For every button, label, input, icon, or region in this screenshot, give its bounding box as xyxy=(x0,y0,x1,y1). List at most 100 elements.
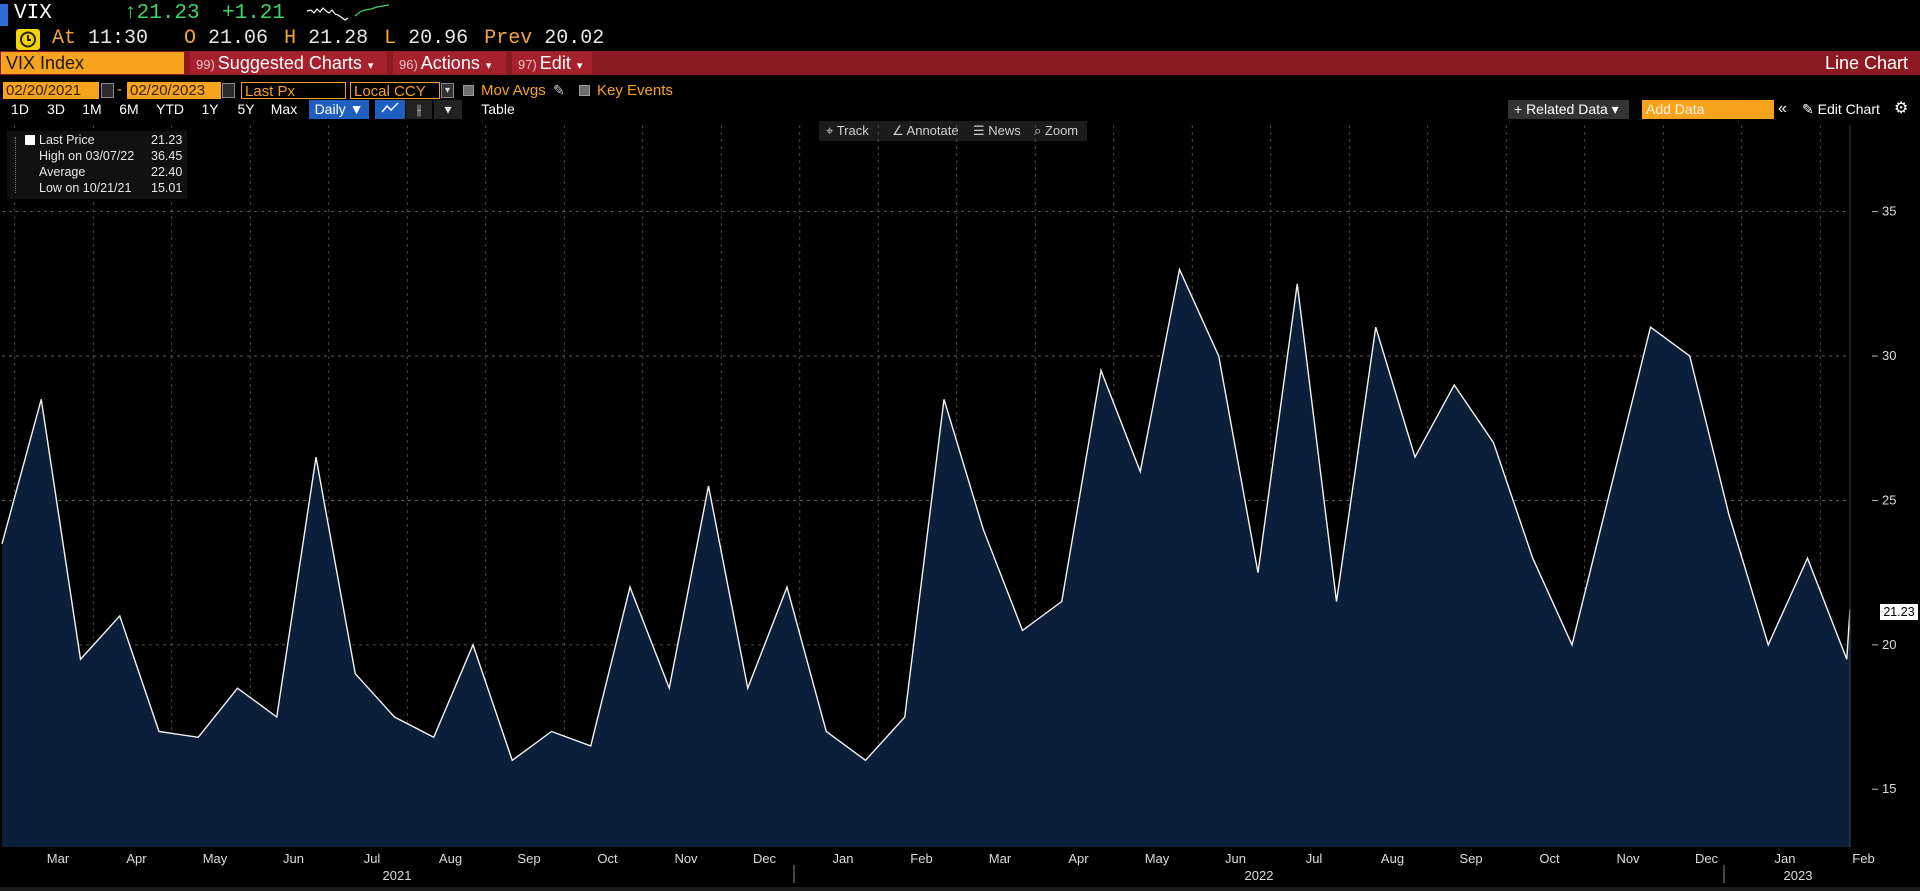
x-month-label: May xyxy=(1145,851,1170,866)
edit-chart-button[interactable]: ✎ Edit Chart xyxy=(1802,101,1880,117)
ohlc-values: O 21.06 H 21.28 L 20.96 Prev 20.02 xyxy=(184,27,604,50)
low-value: 20.96 xyxy=(408,27,469,50)
news-tool[interactable]: ☰ News xyxy=(973,123,1021,138)
add-data-field[interactable] xyxy=(1642,100,1774,119)
end-date-field[interactable]: 02/20/2023 xyxy=(127,82,221,99)
x-month-label: Feb xyxy=(910,851,932,866)
quote-details: At 11:30 xyxy=(52,27,148,50)
chart-type-label: Line Chart xyxy=(1824,53,1908,73)
chevron-down-icon: ▾ xyxy=(576,60,583,72)
security-field[interactable]: VIX Index xyxy=(1,52,184,74)
y-tick-label: 25 xyxy=(1882,492,1896,507)
x-month-label: Aug xyxy=(439,851,462,866)
actions-menu[interactable]: 96) Actions ▾ xyxy=(393,52,506,74)
frequency-dropdown[interactable]: Daily ▼ xyxy=(309,100,369,119)
chevron-down-icon[interactable]: ▾ xyxy=(441,83,454,98)
y-tick-label: 15 xyxy=(1882,781,1896,796)
open-value: 21.06 xyxy=(208,27,269,50)
menu-number: 97) xyxy=(518,57,537,72)
table-button[interactable]: Table xyxy=(481,101,515,117)
legend-swatch xyxy=(25,135,35,145)
range-1d[interactable]: 1D xyxy=(11,101,29,117)
annotate-tool[interactable]: ∠ Annotate xyxy=(892,123,959,138)
range-max[interactable]: Max xyxy=(270,101,298,117)
range-1y[interactable]: 1Y xyxy=(201,101,219,117)
menu-number: 99) xyxy=(196,57,215,72)
clock-icon[interactable] xyxy=(16,29,40,50)
range-3d[interactable]: 3D xyxy=(47,101,65,117)
ticker-symbol: VIX xyxy=(14,2,52,25)
x-month-label: Apr xyxy=(1068,851,1089,866)
range-1m[interactable]: 1M xyxy=(82,101,102,117)
x-month-label: May xyxy=(203,851,228,866)
add-data-input[interactable] xyxy=(1646,101,1770,117)
x-month-label: Jan xyxy=(1775,851,1796,866)
last-price: ↑21.23 xyxy=(124,2,200,25)
range-5y[interactable]: 5Y xyxy=(237,101,255,117)
key-events-checkbox[interactable] xyxy=(579,85,590,96)
calendar-icon[interactable] xyxy=(222,83,235,98)
start-date-field[interactable]: 02/20/2021 xyxy=(3,82,99,99)
mov-avgs-checkbox[interactable] xyxy=(463,85,474,96)
x-month-label: Aug xyxy=(1381,851,1404,866)
ticker-marker xyxy=(0,4,8,26)
menu-label: Suggested Charts xyxy=(217,53,362,73)
prev-value: 20.02 xyxy=(544,27,605,50)
legend-label: Low on 10/21/21 xyxy=(39,181,132,195)
chevron-down-icon[interactable]: ▾ xyxy=(434,100,462,119)
suggested-charts-menu[interactable]: 99) Suggested Charts ▾ xyxy=(190,52,387,74)
x-month-label: Jul xyxy=(1306,851,1323,866)
legend-label: High on 03/07/22 xyxy=(39,149,135,163)
legend-label: Last Price xyxy=(39,133,95,147)
x-month-label: Oct xyxy=(1539,851,1560,866)
gear-icon[interactable]: ⚙ xyxy=(1894,100,1909,117)
menu-number: 96) xyxy=(399,57,418,72)
calendar-icon[interactable] xyxy=(101,83,114,98)
candlestick-icon[interactable]: ⫲ xyxy=(406,100,432,119)
collapse-icon[interactable]: « xyxy=(1778,100,1787,117)
zoom-tool[interactable]: ⌕ Zoom xyxy=(1034,123,1079,138)
menu-label: Actions xyxy=(420,53,480,73)
y-tick-label: 35 xyxy=(1882,204,1896,219)
legend-value: 36.45 xyxy=(151,149,183,163)
date-dash: - xyxy=(117,81,122,98)
range-ytd[interactable]: YTD xyxy=(156,101,184,117)
x-month-label: Dec xyxy=(1695,851,1719,866)
net-change: +1.21 xyxy=(222,2,286,25)
vix-line-chart[interactable]: 15 20 25 30 35 Mar Apr May Jun Jul Aug Sep Oct Nov De… xyxy=(0,125,1920,891)
edit-menu[interactable]: 97) Edit ▾ xyxy=(512,52,592,74)
x-month-label: Jun xyxy=(283,851,304,866)
legend-value: 22.40 xyxy=(151,165,183,179)
intraday-sparkline xyxy=(306,4,390,21)
x-month-label: Mar xyxy=(47,851,70,866)
legend-value: 21.23 xyxy=(151,133,183,147)
chevron-down-icon: ▾ xyxy=(485,60,492,72)
chevron-down-icon: ▾ xyxy=(367,60,374,72)
pencil-icon[interactable]: ✎ xyxy=(553,82,565,98)
field-selector[interactable]: Last Px xyxy=(241,82,346,100)
chart-legend: Last Price 21.23 High on 03/07/22 36.45 … xyxy=(7,131,187,199)
x-month-label: Jan xyxy=(833,851,854,866)
legend-label: Average xyxy=(39,165,86,179)
y-axis: 15 20 25 30 35 xyxy=(1849,125,1896,847)
open-label: O xyxy=(184,27,197,50)
x-month-label: Nov xyxy=(1616,851,1640,866)
currency-selector[interactable]: Local CCY xyxy=(350,82,440,100)
high-label: H xyxy=(284,27,297,50)
line-chart-icon[interactable] xyxy=(375,100,405,119)
menu-label: Edit xyxy=(539,53,571,73)
legend-connector xyxy=(15,137,17,193)
range-6m[interactable]: 6M xyxy=(119,101,139,117)
related-data-button[interactable]: + Related Data ▾ xyxy=(1508,100,1629,119)
chart-tools-bar xyxy=(819,121,1087,141)
x-month-label: Dec xyxy=(753,851,777,866)
track-tool[interactable]: ⌖ Track xyxy=(826,123,869,138)
time-label: At xyxy=(52,27,77,50)
last-value-tag: 21.23 xyxy=(1880,604,1918,620)
footer-band xyxy=(0,887,1920,891)
mov-avgs-label: Mov Avgs xyxy=(481,82,546,99)
x-year-label: 2022 xyxy=(1245,868,1274,883)
x-month-label: Mar xyxy=(989,851,1012,866)
price-area xyxy=(2,269,1850,847)
legend-value: 15.01 xyxy=(151,181,183,195)
